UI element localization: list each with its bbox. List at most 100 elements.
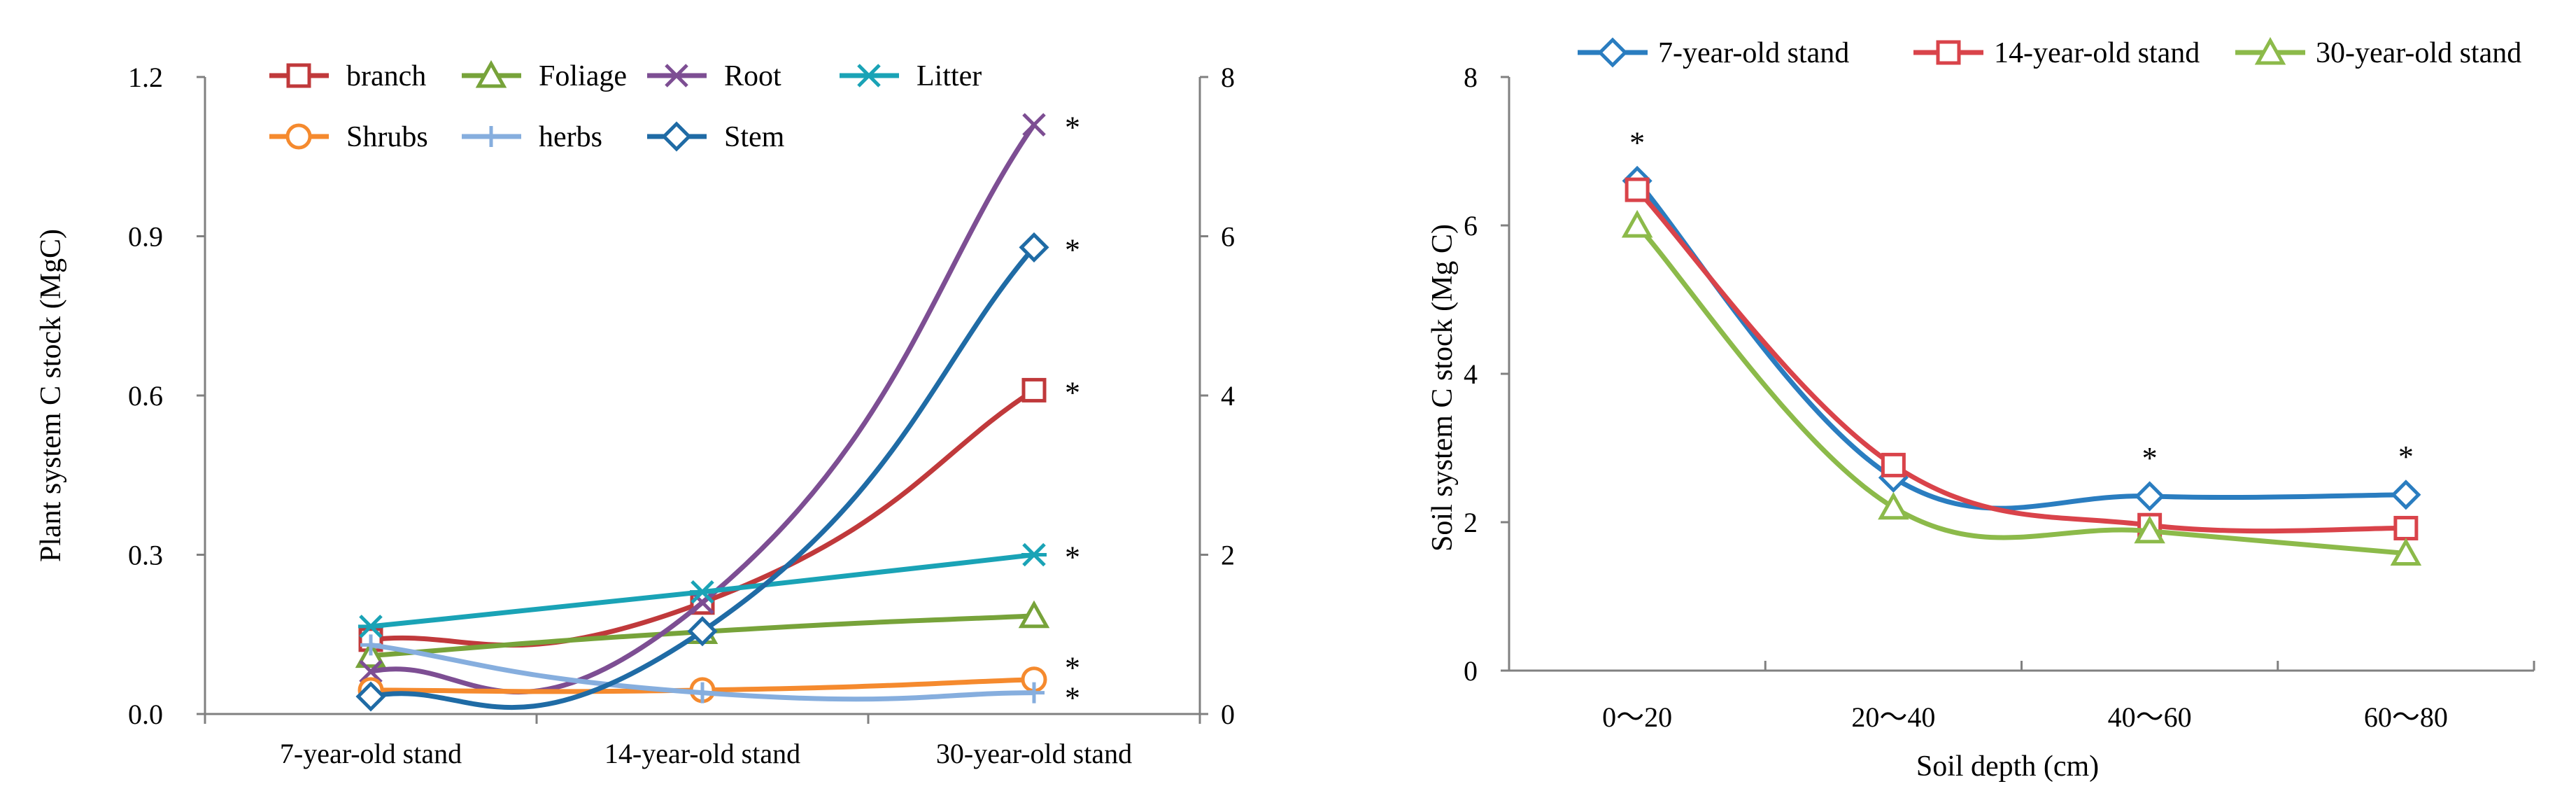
series-litter: * (358, 540, 1080, 638)
series-soil_30 (1621, 209, 2422, 566)
x-axis-title: Soil depth (cm) (1916, 750, 2099, 783)
left-chart-plant-c-stock: 0.0 0.3 0.6 0.9 1.2 0 2 4 6 8 7-year-old stand 14-y… (35, 59, 1235, 769)
legend-label-foliage: Foliage (539, 60, 627, 92)
y-tick-label: 1.2 (128, 62, 163, 93)
legend-label-root: Root (724, 60, 781, 92)
legend: branch Foliage Root Litter Shrubs herbs Stem (269, 59, 982, 153)
x-tick-label: 40～60 (2108, 701, 2192, 733)
data-point-litter (1021, 542, 1047, 567)
data-point-litter (690, 580, 715, 604)
data-point-herbs (1024, 682, 1045, 704)
series-branch: * (358, 375, 1080, 652)
legend-marker-soil_7 (1597, 37, 1628, 68)
y-tick-label: 0.9 (128, 221, 163, 253)
significance-mark-branch: * (1065, 375, 1080, 410)
y-tick-label: 0.0 (128, 699, 163, 730)
y2-tick-label: 8 (1221, 62, 1235, 93)
series-herbs: * (360, 634, 1080, 715)
legend-label-soil_30: 30-year-old stand (2316, 37, 2521, 69)
legend-item-stem: Stem (647, 121, 785, 153)
series-line-soil_30 (1634, 223, 2409, 556)
data-point-stem (1019, 232, 1049, 262)
data-point-litter (358, 615, 383, 638)
y2-tick-label: 6 (1221, 221, 1235, 253)
series-root: * (359, 110, 1080, 695)
significance-mark-root: * (1065, 110, 1080, 144)
series-line-soil_14 (1634, 187, 2409, 534)
legend-label-soil_7: 7-year-old stand (1658, 37, 1849, 69)
y-tick-label: 0 (1464, 655, 1478, 687)
significance-mark: * (1629, 125, 1645, 160)
legend-marker-soil_30 (2254, 36, 2286, 65)
y2-tick-label: 2 (1221, 540, 1235, 571)
x-tick-label: 30-year-old stand (936, 738, 1132, 769)
legend-label-litter: Litter (917, 60, 982, 92)
legend-item-shrubs: Shrubs (269, 121, 428, 153)
data-point-root (359, 659, 383, 684)
legend-marker-herbs (481, 126, 502, 147)
y-tick-label: 4 (1464, 358, 1478, 390)
legend-label-soil_14: 14-year-old stand (1994, 37, 2200, 69)
legend-item-soil_7: 7-year-old stand (1578, 37, 1849, 69)
right-chart-soil-c-stock: 0 2 4 6 8 0～20 20～40 40～60 60～80 Soil depth (cm) S… (1427, 36, 2535, 783)
legend-item-branch: branch (269, 60, 426, 92)
data-point-stem (355, 681, 386, 712)
legend-label-herbs: herbs (539, 121, 602, 153)
y-axis-title: Soil system C stock (Mg C) (1427, 224, 1459, 552)
legend-item-soil_14: 14-year-old stand (1913, 37, 2200, 69)
x-tick-label: 0～20 (1602, 701, 1672, 733)
legend-label-branch: branch (346, 60, 426, 92)
significance-mark: * (2142, 441, 2158, 475)
y2-tick-label: 0 (1221, 699, 1235, 730)
legend-marker-shrubs (285, 123, 312, 150)
legend-marker-foliage (475, 59, 507, 88)
legend-item-herbs: herbs (462, 121, 602, 153)
data-point-soil_7 (2391, 479, 2421, 510)
data-point-soil_30 (1621, 209, 1653, 238)
y-tick-label: 8 (1464, 62, 1478, 93)
legend: 7-year-old stand 14-year-old stand 30-year… (1578, 36, 2521, 69)
legend-marker-root (665, 64, 688, 88)
x-tick-label: 14-year-old stand (604, 738, 800, 769)
data-point-root (1022, 113, 1046, 137)
data-point-soil_14 (2393, 515, 2419, 540)
series-stem: * (355, 232, 1080, 712)
data-point-soil_14 (1881, 452, 1906, 477)
x-tick-label: 7-year-old stand (280, 738, 462, 769)
y-tick-label: 2 (1464, 507, 1478, 538)
series-soil_7 (1622, 165, 2421, 512)
y2-tick-label: 4 (1221, 380, 1235, 412)
y-axis-title: Plant system C stock (MgC) (35, 229, 67, 562)
data-point-branch (1021, 377, 1047, 402)
data-point-soil_30 (1878, 491, 1909, 520)
data-point-soil_7 (2135, 481, 2165, 512)
significance-mark-litter: * (1065, 540, 1080, 575)
y-tick-label: 6 (1464, 210, 1478, 241)
legend-item-foliage: Foliage (462, 59, 627, 92)
legend-item-litter: Litter (840, 60, 982, 92)
data-point-soil_30 (2390, 538, 2422, 566)
significance-mark: * (2398, 440, 2414, 474)
data-point-herbs (360, 634, 381, 656)
y-tick-label: 0.3 (128, 540, 163, 571)
data-point-herbs (692, 682, 713, 704)
legend-marker-litter (856, 64, 882, 88)
data-point-root (691, 590, 714, 615)
series-line-stem (368, 244, 1037, 710)
data-point-foliage (1018, 600, 1050, 629)
x-tick-label: 60～80 (2364, 701, 2448, 733)
legend-marker-soil_14 (1936, 40, 1961, 65)
y-tick-label: 0.6 (128, 380, 163, 412)
significance-mark-shrubs: * (1065, 651, 1080, 685)
legend-label-stem: Stem (724, 121, 785, 153)
legend-item-root: Root (647, 60, 781, 92)
legend-label-shrubs: Shrubs (346, 121, 428, 153)
series-line-soil_7 (1634, 178, 2409, 511)
significance-mark-stem: * (1065, 232, 1080, 267)
legend-item-soil_30: 30-year-old stand (2235, 36, 2521, 69)
significance-mark-herbs: * (1065, 681, 1080, 715)
x-tick-label: 20～40 (1851, 701, 1935, 733)
data-point-soil_30 (2134, 515, 2165, 544)
